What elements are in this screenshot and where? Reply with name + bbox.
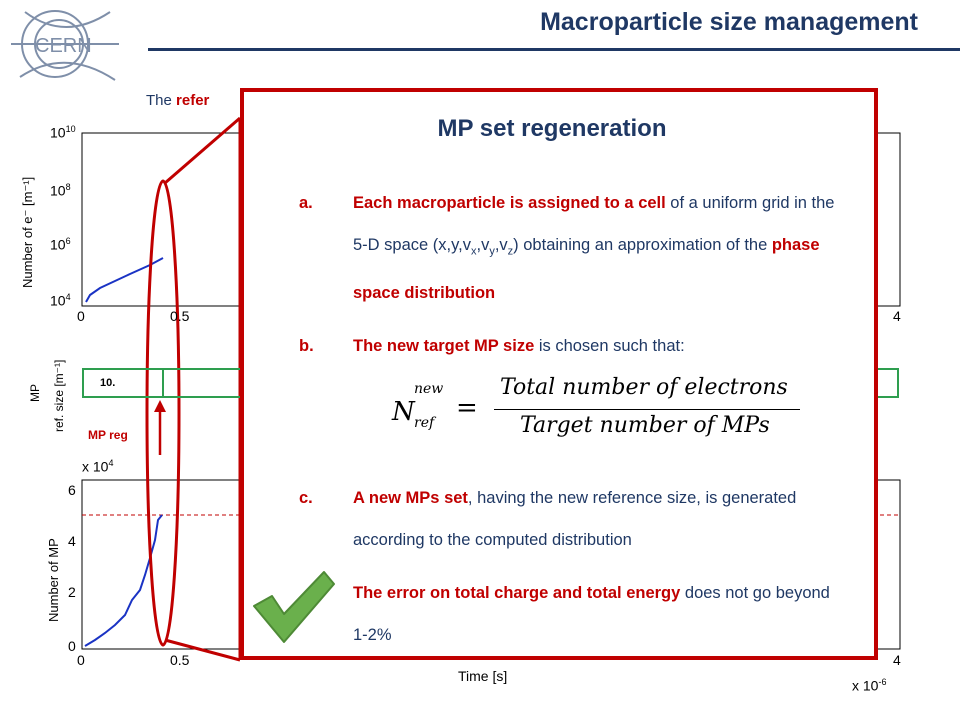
step-a: a. Each macroparticle is assigned to a c…: [299, 194, 835, 303]
mp-reg-label: MP reg: [88, 428, 128, 442]
ytick-bottom-4: 4: [68, 533, 76, 549]
mp-ref-size-cell: 10.: [84, 370, 164, 396]
page-title: Macroparticle size management: [540, 8, 918, 36]
xtick-bottom-4: 4: [893, 652, 901, 668]
xtick-top-0: 0: [77, 308, 85, 324]
ytick-top-4: 104: [50, 292, 71, 309]
ytick-bottom-2: 2: [68, 584, 76, 600]
cern-logo: CERN: [11, 10, 119, 81]
error-note: The error on total charge and total ener…: [353, 584, 830, 644]
xtick-bottom-0: 0: [77, 652, 85, 668]
panel-title: MP set regeneration: [437, 115, 667, 142]
step-b: b. The new target MP size is chosen such…: [299, 337, 685, 355]
ytick-bottom-6: 6: [68, 482, 76, 498]
subtitle: The refer: [146, 92, 210, 109]
xtick-top-4: 4: [893, 308, 901, 324]
bottom-multiplier: x 104: [82, 458, 114, 475]
ytick-top-2: 108: [50, 182, 71, 199]
top-ylabel: Number of e⁻ [m⁻¹]: [20, 176, 35, 288]
svg-text:CERN: CERN: [35, 35, 92, 57]
ytick-top-3: 106: [50, 236, 71, 253]
mid-ylabel-2: ref. size [m⁻¹]: [52, 359, 66, 432]
xtick-top-05: 0.5: [170, 308, 190, 324]
ytick-bottom-0: 0: [68, 638, 76, 654]
x-multiplier: x 10-6: [852, 677, 887, 694]
mp-regeneration-panel: MP set regeneration a. Each macroparticl…: [240, 88, 878, 660]
mid-ylabel-1: MP: [28, 384, 42, 402]
title-rule: [148, 48, 960, 51]
xtick-bottom-05: 0.5: [170, 652, 190, 668]
ytick-top-1: 1010: [50, 124, 76, 141]
bottom-ylabel: Number of MP: [46, 538, 61, 622]
xlabel: Time [s]: [458, 668, 508, 684]
step-c: c. A new MPs set, having the new referen…: [299, 489, 797, 549]
checkmark-icon: [253, 571, 335, 643]
